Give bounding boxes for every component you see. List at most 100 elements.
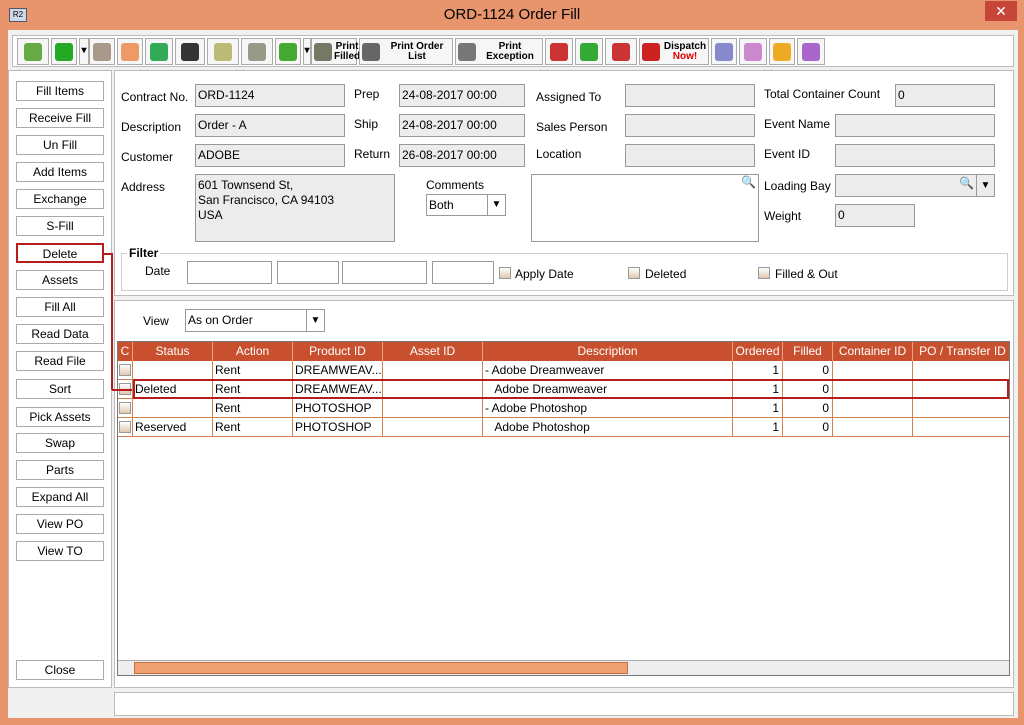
weight-label: Weight [764,209,802,223]
button-parts[interactable]: Parts [16,460,104,480]
deleted-checkbox[interactable] [628,267,640,279]
table-row[interactable]: Rent DREAMWEAV... - Adobe Dreamweaver 1 0 [118,361,1009,380]
pick-button[interactable] [51,38,77,65]
checkbox[interactable] [119,421,131,433]
column-header[interactable]: Asset ID [383,342,483,361]
annotation-connector [104,253,113,390]
row-checkbox[interactable] [118,361,133,380]
table-row[interactable]: Deleted Rent DREAMWEAV... Adobe Dreamweave… [118,379,1009,399]
button-read-file[interactable]: Read File [16,351,104,371]
cell-asset-id [383,361,483,380]
table-row[interactable]: Reserved Rent PHOTOSHOP Adobe Photoshop 1 0 [118,418,1009,437]
contract-field[interactable]: ORD-1124 [195,84,345,107]
zoom-button[interactable] [175,38,205,65]
customer-field[interactable]: ADOBE [195,144,345,167]
comments-textarea[interactable]: 🔍 [531,174,759,242]
return-field[interactable]: 26-08-2017 00:00 [399,144,525,167]
date-operator2-select[interactable] [342,261,427,284]
button-pick-assets[interactable]: Pick Assets [16,407,104,427]
location-field[interactable] [625,144,755,167]
tcc-field[interactable]: 0 [895,84,995,107]
print-filled-button[interactable]: Print Filled [311,38,360,65]
button-assets[interactable]: Assets [16,270,104,290]
zoom-icon [181,43,199,61]
edit-button[interactable] [117,38,143,65]
column-header[interactable]: Filled [783,342,833,361]
button-delete[interactable]: Delete [16,243,104,263]
date-from-input[interactable] [277,261,339,284]
print-stack-button[interactable] [275,38,301,65]
clock-button[interactable] [739,38,767,65]
event-id-field[interactable] [835,144,995,167]
dropdown-arrow-button[interactable]: ▾ [303,38,311,65]
button-exchange[interactable]: Exchange [16,189,104,209]
button-fill-all[interactable]: Fill All [16,297,104,317]
comments-select[interactable]: Both ▼ [426,194,506,216]
button-view-po[interactable]: View PO [16,514,104,534]
documents-button[interactable] [241,38,273,65]
loading-bay-select[interactable]: 🔍 ▼ [835,174,995,197]
print-exception-button[interactable]: Print Exception [455,38,543,65]
close-button[interactable]: Close [16,660,104,680]
weight-field[interactable]: 0 [835,204,915,227]
column-header[interactable]: Product ID [293,342,383,361]
address-label: Address [121,180,166,194]
date-to-input[interactable] [432,261,494,284]
button-receive-fill[interactable]: Receive Fill [16,108,104,128]
chevron-down-icon: ▼ [976,175,994,196]
button-view-to[interactable]: View TO [16,541,104,561]
date-operator-select[interactable] [187,261,272,284]
scanner2-button[interactable] [605,38,637,65]
binoculars-button[interactable] [17,38,49,65]
cell-container-id [833,361,913,380]
warning-doc-button[interactable] [769,38,795,65]
column-header[interactable]: Ordered [733,342,783,361]
button-add-items[interactable]: Add Items [16,162,104,182]
view-select[interactable]: As on Order ▼ [185,309,325,332]
column-header[interactable]: Action [213,342,293,361]
horizontal-scrollbar[interactable] [118,660,1009,675]
column-header[interactable]: PO / Transfer ID [913,342,1009,361]
filled-out-checkbox[interactable] [758,267,770,279]
button-swap[interactable]: Swap [16,433,104,453]
button-sort[interactable]: Sort [16,379,104,399]
assigned-field[interactable] [625,84,755,107]
column-header[interactable]: Container ID [833,342,913,361]
checkbox[interactable] [119,364,131,376]
dispatch-button[interactable]: Dispatch Now! [639,38,709,65]
grid-select-button[interactable] [797,38,825,65]
row-checkbox[interactable] [118,418,133,437]
plus-minus-button[interactable] [575,38,603,65]
sales-field[interactable] [625,114,755,137]
button-un-fill[interactable]: Un Fill [16,135,104,155]
button-fill-items[interactable]: Fill Items [16,81,104,101]
funnel-down-button[interactable] [145,38,173,65]
refresh-button[interactable] [89,38,115,65]
description-field[interactable]: Order - A [195,114,345,137]
table-row[interactable]: Rent PHOTOSHOP - Adobe Photoshop 1 0 [118,399,1009,418]
window-close-button[interactable]: ✕ [985,1,1017,21]
dropdown-arrow-button[interactable]: ▾ [79,38,89,65]
button-expand-all[interactable]: Expand All [16,487,104,507]
truck-doc-button[interactable] [711,38,737,65]
description-label: Description [121,120,182,134]
column-header[interactable]: Description [483,342,733,361]
column-header[interactable]: C [118,342,133,361]
print-order-list-button[interactable]: Print Order List [359,38,453,65]
button-read-data[interactable]: Read Data [16,324,104,344]
address-field[interactable]: 601 Townsend St, San Francisco, CA 94103 U… [195,174,395,242]
scrollbar-thumb[interactable] [134,662,628,674]
checkbox[interactable] [119,402,131,414]
ship-field[interactable]: 24-08-2017 00:00 [399,114,525,137]
cell-status [133,399,213,418]
event-name-field[interactable] [835,114,995,137]
scanner-button[interactable] [545,38,573,65]
prep-field[interactable]: 24-08-2017 00:00 [399,84,525,107]
button-s-fill[interactable]: S-Fill [16,216,104,236]
apply-date-checkbox[interactable] [499,267,511,279]
column-header[interactable]: Status [133,342,213,361]
filter-check-button[interactable] [207,38,239,65]
row-checkbox[interactable] [118,399,133,418]
cell-status: Reserved [133,418,213,437]
cell-product-id: DREAMWEAV... [293,361,383,380]
